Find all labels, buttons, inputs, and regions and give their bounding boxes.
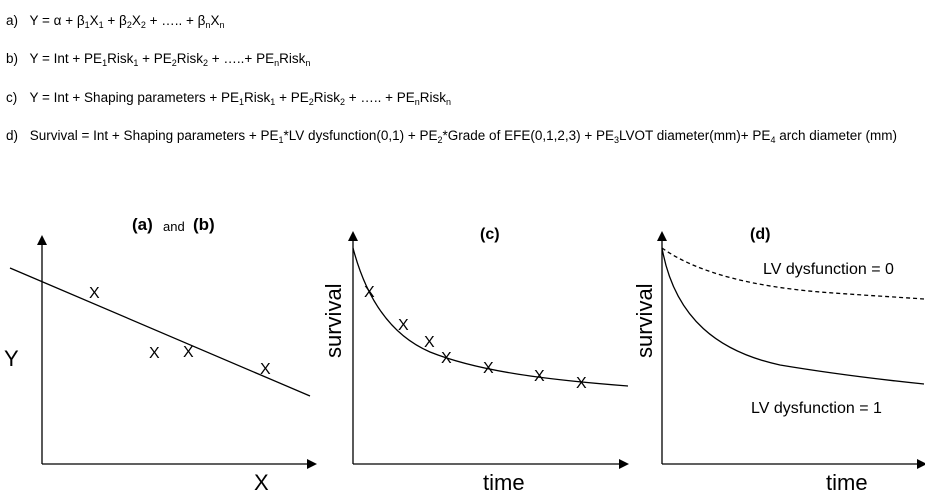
eq-b-sub: 1: [133, 58, 139, 68]
equation-d-label: d): [6, 128, 19, 143]
panel-c: (c) survival time X X X X X X X: [321, 226, 629, 494]
eq-d-text: arch diameter (mm): [775, 128, 897, 143]
eq-b-sub: 2: [203, 58, 209, 68]
panel-d: (d) survival time LV dysfunction = 0 LV …: [632, 226, 925, 494]
panel-c-y-label: survival: [321, 283, 346, 358]
equation-d: d) Survival = Int + Shaping parameters +…: [6, 127, 906, 145]
panel-d-y-label: survival: [632, 283, 657, 358]
panel-ab-marker: X: [260, 361, 271, 378]
eq-a-text: + ….. + β: [145, 13, 206, 28]
equation-a-label: a): [6, 13, 19, 28]
eq-c-text: Risk: [244, 90, 271, 105]
eq-b-sub: n: [274, 58, 280, 68]
eq-c-sub: 1: [270, 97, 276, 107]
eq-b-sub: 1: [102, 58, 108, 68]
panel-c-marker: X: [364, 284, 375, 301]
panel-ab-marker: X: [183, 344, 194, 361]
eq-a-text: + β: [103, 13, 127, 28]
eq-b-sub: 2: [171, 58, 177, 68]
eq-b-text: Risk: [176, 51, 204, 66]
eq-c-text: Y = Int + Shaping parameters + PE: [29, 90, 240, 105]
eq-d-sub: 4: [770, 135, 776, 145]
eq-b-text: Y = Int + PE: [29, 51, 103, 66]
equation-b-label: b): [6, 51, 19, 66]
eq-d-sub: 3: [614, 135, 620, 145]
panel-c-marker: X: [398, 317, 409, 334]
panel-d-label-lv0: LV dysfunction = 0: [763, 261, 894, 278]
eq-d-text: *LV dysfunction(0,1) + PE: [283, 128, 438, 143]
panel-c-x-label: time: [483, 470, 525, 494]
eq-b-text: + PE: [138, 51, 172, 66]
eq-c-text: + PE: [275, 90, 309, 105]
panel-c-title: (c): [480, 226, 500, 243]
eq-d-text: *Grade of EFE(0,1,2,3) + PE: [442, 128, 614, 143]
eq-d-sub: 2: [437, 135, 443, 145]
eq-c-text: + ….. + PE: [345, 90, 415, 105]
panel-d-x-label: time: [826, 470, 868, 494]
panel-ab-y-label: Y: [4, 346, 19, 371]
panel-ab-fit-line: [9, 267, 311, 397]
eq-b-sub: n: [305, 58, 311, 68]
eq-d-text: LVOT diameter(mm)+ PE: [619, 128, 771, 143]
eq-c-sub: 2: [308, 97, 314, 107]
panel-c-marker: X: [576, 375, 587, 392]
eq-c-text: Risk: [419, 90, 447, 105]
eq-a-text: X: [89, 13, 99, 28]
eq-a-sub: 1: [84, 20, 90, 30]
panel-ab-marker: X: [149, 345, 160, 362]
panel-ab: (a) and (b) Y X X X X X: [4, 215, 317, 494]
eq-c-sub: 1: [239, 97, 245, 107]
eq-a-text: Y = α + β: [29, 13, 85, 28]
eq-a-sub: 1: [98, 20, 104, 30]
eq-c-text: Risk: [313, 90, 340, 105]
panel-d-label-lv1: LV dysfunction = 1: [751, 400, 882, 417]
eq-b-text: Risk: [107, 51, 134, 66]
equation-b: b) Y = Int + PE1Risk1 + PE2Risk2 + …..+ …: [6, 50, 311, 68]
equation-a: a) Y = α + β1X1 + β2X2 + ….. + βnXn: [6, 12, 225, 30]
eq-c-sub: n: [414, 97, 420, 107]
panel-c-survival-curve: [352, 247, 629, 387]
eq-a-sub: n: [205, 20, 211, 30]
equation-c: c) Y = Int + Shaping parameters + PE1Ris…: [6, 89, 452, 107]
eq-a-sub: 2: [126, 20, 132, 30]
eq-a-sub: n: [219, 20, 225, 30]
panel-c-marker: X: [534, 368, 545, 385]
eq-c-sub: n: [446, 97, 452, 107]
eq-a-text: X: [131, 13, 141, 28]
panel-ab-title-and: and: [163, 219, 185, 234]
eq-a-text: X: [210, 13, 220, 28]
eq-c-sub: 2: [339, 97, 345, 107]
eq-d-sub: 1: [278, 135, 284, 145]
eq-b-text: Risk: [279, 51, 306, 66]
eq-d-text: Survival = Int + Shaping parameters + PE: [29, 128, 279, 143]
panel-d-curve-lv1: [661, 247, 925, 385]
panel-ab-marker: X: [89, 285, 100, 302]
eq-a-sub: 2: [140, 20, 146, 30]
panel-d-curve-lv0: [661, 247, 925, 300]
panel-d-title: (d): [750, 226, 770, 243]
panel-c-marker: X: [424, 334, 435, 351]
equation-c-label: c): [6, 90, 18, 105]
panel-ab-x-label: X: [254, 470, 269, 494]
panel-ab-title-a: (a): [132, 215, 153, 234]
panel-c-marker: X: [483, 360, 494, 377]
panel-ab-title-b: (b): [193, 215, 215, 234]
eq-b-text: + …..+ PE: [208, 51, 275, 66]
panel-c-marker: X: [441, 350, 452, 367]
